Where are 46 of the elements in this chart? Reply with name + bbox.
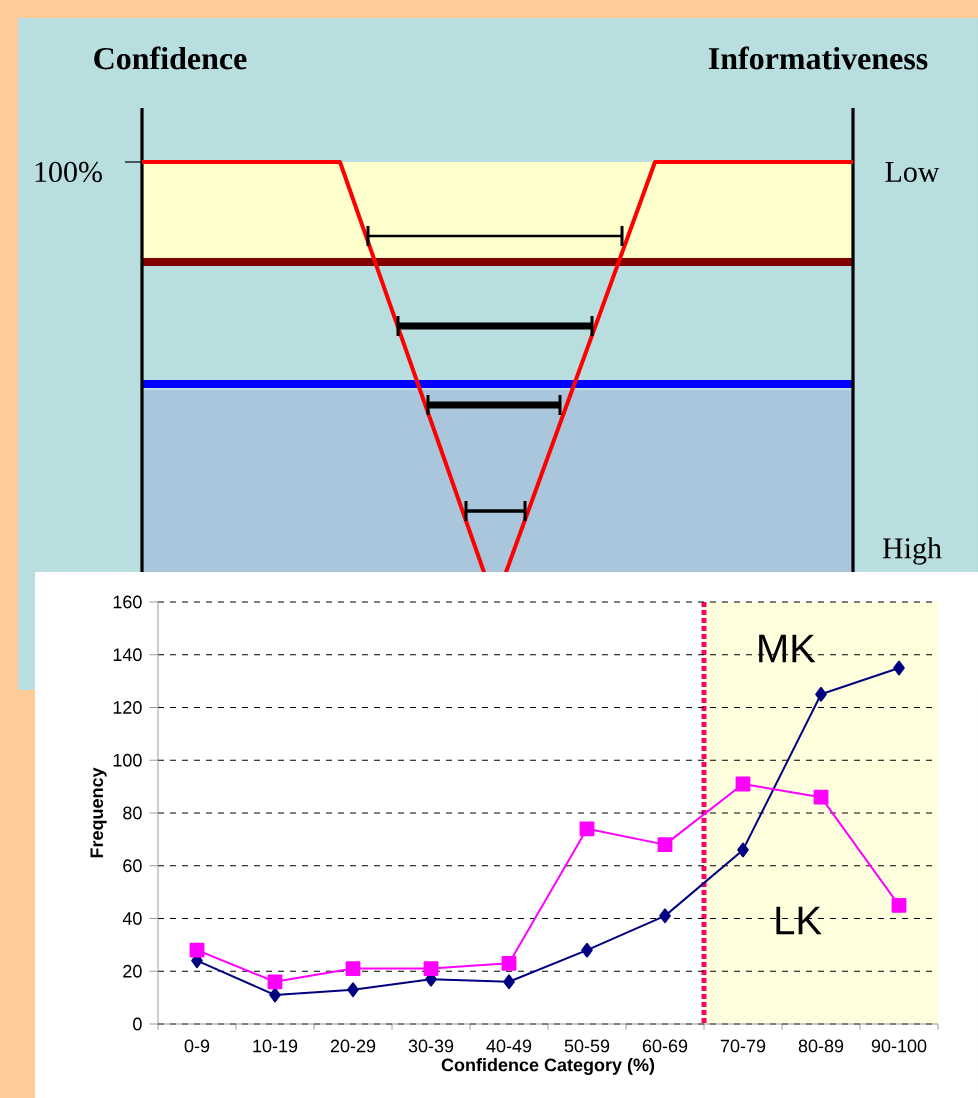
y-tick-label: 80 [123,806,142,820]
point [423,961,439,977]
x-tick-label: 20-29 [330,1039,376,1053]
x-tick-label: 10-19 [253,1039,298,1053]
x-tick-label: 90-100 [871,1039,927,1053]
x-axis-title: Confidence Category (%) [441,1058,655,1075]
point [345,961,361,977]
y-tick-label: 140 [113,648,142,662]
point [891,897,907,913]
text: 100% [35,161,102,183]
x-tick-label: 50-59 [564,1039,610,1053]
x-tick-label: 0-9 [184,1039,210,1053]
point [503,974,515,990]
point [581,942,593,958]
x-tick-label: 60-69 [642,1039,688,1053]
y-tick-label: 120 [113,701,142,714]
point [737,842,749,858]
point [347,982,359,998]
point [269,987,281,1003]
text: Confidence [94,46,247,70]
point [813,789,829,805]
y-tick-label: 20 [123,964,142,978]
series-label: LK [776,906,822,935]
x-tick-label: 40-49 [486,1039,532,1053]
text: Low [885,162,940,182]
x-tick-label: 30-39 [408,1039,454,1053]
y-tick-label: 160 [113,595,142,609]
y-tick-label: 0 [133,1017,142,1031]
y-tick-label: 60 [123,859,142,873]
series-label: MK [759,634,816,663]
point [501,955,517,971]
point [893,660,905,676]
x-tick-label: 80-89 [798,1039,844,1053]
point [189,942,205,958]
point [267,974,283,990]
point [659,908,671,924]
point [579,821,595,837]
y-tick-label: 100 [113,753,142,767]
x-tick-label: 70-79 [720,1039,766,1053]
point [815,686,827,702]
point [657,837,673,853]
text: High [882,537,942,565]
y-tick-label: 40 [122,912,142,925]
point [735,776,751,792]
y-axis-title: Frequency [90,767,107,858]
text: Informativeness [708,46,928,70]
